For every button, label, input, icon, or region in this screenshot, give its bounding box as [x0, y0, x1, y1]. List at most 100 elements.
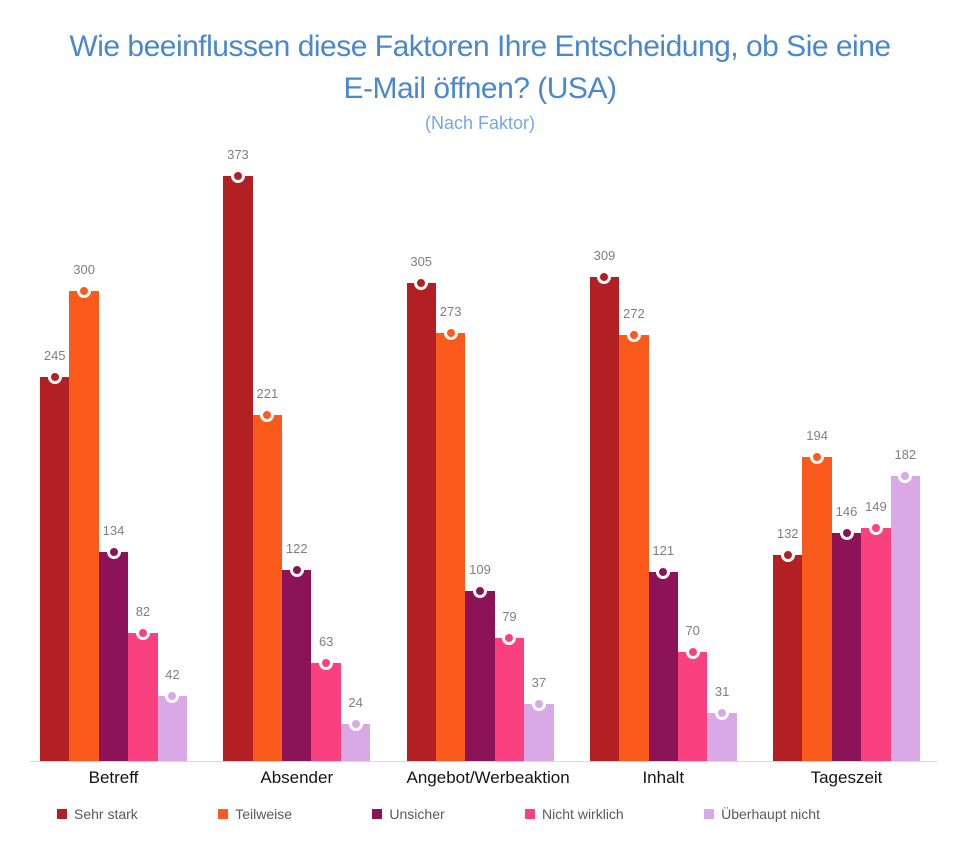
bar-value-label: 121 — [652, 543, 675, 559]
bar-marker-dot — [165, 689, 180, 704]
bar-Sehr stark: 245 — [40, 348, 70, 762]
bar-value-label: 37 — [531, 674, 547, 690]
chart-subtitle: (Nach Faktor) — [424, 113, 536, 133]
legend-label: Überhaupt nicht — [721, 806, 820, 822]
bar-Nicht wirklich: 79 — [494, 609, 525, 762]
legend-swatch — [57, 809, 67, 819]
bar-Sehr stark: 132 — [773, 526, 803, 762]
bar-Sehr stark: 309 — [589, 248, 620, 762]
bar-value-label: 132 — [776, 525, 799, 541]
category-label: Tageszeit — [810, 768, 883, 787]
bar-marker-dot — [715, 706, 730, 721]
x-axis-line — [30, 761, 937, 762]
legend-swatch — [704, 809, 715, 819]
bar-marker-dot — [289, 563, 304, 578]
bar-marker-dot — [898, 469, 913, 484]
bar-value-label: 63 — [318, 634, 334, 650]
category-label: Angebot/Werbeaktion — [406, 768, 570, 787]
bar-marker-dot — [597, 269, 612, 284]
bar-Unsicher: 109 — [465, 562, 495, 762]
bar-value-label: 272 — [623, 305, 645, 321]
bar-groups-container: 245 300 134 82 42 373 221 122 63 24 305 273 109 79 37 3… — [40, 134, 921, 762]
bar-marker-dot — [348, 717, 363, 732]
bar-value-label: 122 — [285, 541, 308, 557]
bar-value-label: 42 — [165, 667, 180, 683]
bar-Teilweise: 273 — [435, 304, 466, 762]
bar-Unsicher: 134 — [98, 523, 129, 762]
bar-Überhaupt nicht: 24 — [340, 695, 371, 762]
bar-group: 309 272 121 70 31 — [589, 134, 737, 762]
bar-value-label: 194 — [806, 428, 828, 444]
bar-value-label: 24 — [348, 695, 363, 711]
legend-item: Unsicher — [372, 806, 445, 822]
bar-Nicht wirklich: 82 — [128, 604, 158, 762]
legend-swatch — [218, 809, 229, 819]
bar-marker-dot — [414, 276, 429, 291]
bar-value-label: 31 — [714, 684, 730, 700]
bar-group: 132 194 146 149 182 — [773, 134, 921, 762]
bar-Unsicher: 121 — [648, 543, 678, 762]
bar-value-label: 245 — [43, 348, 66, 364]
bar-value-label: 82 — [135, 604, 151, 620]
bar-marker-dot — [656, 565, 671, 580]
bar-value-label: 70 — [685, 623, 700, 639]
bar-Überhaupt nicht: 37 — [524, 675, 554, 762]
category-label: Inhalt — [642, 768, 685, 787]
chart-root: Wie beeinflussen diese Faktoren Ihre Ent… — [0, 26, 960, 864]
legend-swatch — [525, 809, 536, 819]
bar-value-label: 146 — [835, 503, 858, 519]
bar-Teilweise: 300 — [69, 262, 99, 762]
bar-group: 373 221 122 63 24 — [223, 134, 371, 762]
category-label: Betreff — [88, 768, 139, 787]
bar-Nicht wirklich: 70 — [677, 623, 708, 762]
bar-Teilweise: 272 — [619, 306, 649, 762]
bar-Überhaupt nicht: 31 — [707, 684, 737, 762]
bar-value-label: 221 — [256, 386, 279, 402]
bar-Nicht wirklich: 63 — [311, 634, 341, 762]
bar-marker-dot — [810, 450, 825, 465]
bar-value-label: 273 — [439, 304, 462, 320]
bar-value-label: 149 — [865, 499, 887, 515]
bar-marker-dot — [626, 327, 641, 342]
bar-marker-dot — [47, 370, 62, 385]
bar-Nicht wirklich: 149 — [861, 499, 891, 762]
legend-label: Sehr stark — [74, 806, 138, 822]
legend: Sehr stark Teilweise Unsicher Nicht wirklic… — [57, 806, 820, 822]
bar-Sehr stark: 373 — [223, 147, 253, 762]
bar-value-label: 182 — [894, 447, 917, 463]
legend-label: Unsicher — [389, 806, 445, 822]
category-label: Absender — [260, 768, 334, 787]
legend-item: Überhaupt nicht — [704, 806, 820, 822]
bar-marker-dot — [443, 326, 458, 341]
bar-Sehr stark: 305 — [406, 254, 436, 762]
bar-marker-dot — [531, 696, 546, 711]
bar-Teilweise: 221 — [252, 386, 283, 762]
bar-marker-dot — [685, 645, 700, 660]
bar-marker-dot — [230, 169, 245, 184]
legend-label: Teilweise — [235, 806, 293, 822]
legend-label: Nicht wirklich — [542, 806, 624, 822]
bar-value-label: 373 — [227, 147, 249, 163]
bar-marker-dot — [77, 284, 92, 298]
bar-Überhaupt nicht: 42 — [157, 667, 188, 762]
bar-value-label: 79 — [502, 608, 517, 624]
bar-Überhaupt nicht: 182 — [890, 447, 921, 762]
category-axis: Betreff Absender Angebot/Werbeaktion Inhalt… — [40, 768, 920, 788]
chart-title: Wie beeinflussen diese Faktoren Ihre Ent… — [69, 30, 891, 105]
bar-group: 305 273 109 79 37 — [406, 134, 554, 762]
bar-Unsicher: 122 — [282, 541, 312, 762]
bar-marker-dot — [868, 521, 883, 536]
bar-marker-dot — [502, 630, 517, 645]
bar-value-label: 300 — [73, 262, 95, 277]
plot-area: 245 300 134 82 42 373 221 122 63 24 305 273 109 79 37 3… — [30, 134, 937, 762]
legend-item: Teilweise — [218, 806, 292, 822]
bar-value-label: 305 — [410, 254, 433, 270]
legend-item: Sehr stark — [57, 806, 138, 822]
bar-marker-dot — [839, 525, 854, 540]
bar-marker-dot — [473, 583, 488, 598]
bar-value-label: 134 — [102, 522, 125, 538]
bar-group: 245 300 134 82 42 — [40, 134, 188, 762]
bar-marker-dot — [780, 547, 795, 562]
bar-marker-dot — [319, 656, 334, 671]
legend-swatch — [372, 809, 383, 819]
